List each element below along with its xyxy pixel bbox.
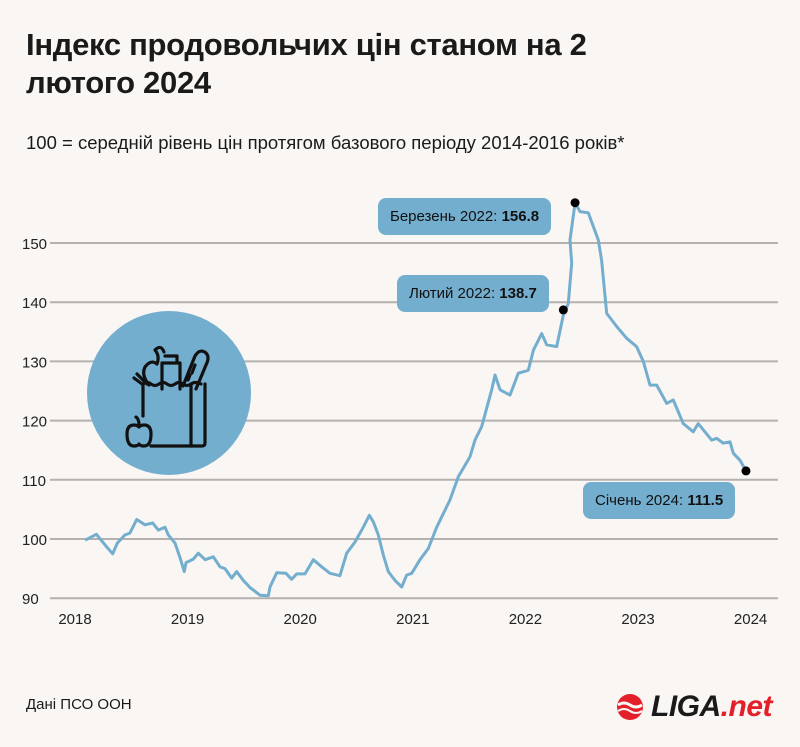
y-tick-label: 140: [22, 295, 47, 312]
callout-march-2022: Березень 2022: 156.8: [378, 198, 552, 235]
callout-value: 138.7: [499, 285, 537, 302]
callout-label: Березень 2022: [390, 208, 494, 225]
annotation-dot: [741, 466, 751, 476]
logo-suffix: .net: [720, 690, 773, 723]
callout-january-2024: Січень 2024: 111.5: [583, 482, 736, 519]
y-tick-label: 110: [22, 473, 46, 490]
x-tick-label: 2022: [509, 611, 542, 628]
x-tick-label: 2020: [284, 611, 317, 628]
callout-february-2022: Лютий 2022: 138.7: [397, 275, 549, 312]
y-tick-label: 90: [22, 591, 39, 608]
data-source: Дані ПСО ООН: [26, 696, 132, 713]
x-tick-label: 2018: [58, 611, 91, 628]
callout-label: Січень 2024: [595, 492, 679, 509]
y-tick-label: 150: [22, 236, 47, 253]
annotation-dot: [558, 305, 568, 315]
x-tick-label: 2023: [621, 611, 654, 628]
y-tick-label: 120: [22, 414, 47, 431]
liga-globe-icon: [617, 694, 643, 720]
liga-logo: LIGA.net: [615, 690, 773, 724]
y-tick-label: 130: [22, 354, 47, 371]
x-tick-label: 2024: [734, 611, 767, 628]
page-title: Індекс продовольчих цін станом на 2 люто…: [26, 27, 587, 100]
series-line: [84, 201, 748, 598]
callout-label: Лютий 2022: [409, 285, 491, 302]
callout-value: 156.8: [501, 208, 540, 225]
chart-subtitle: 100 = середній рівень цін протягом базов…: [26, 132, 625, 153]
y-tick-label: 100: [22, 532, 47, 549]
grocery-bag-icon: [87, 311, 251, 475]
logo-main: LIGA: [651, 690, 721, 723]
x-tick-label: 2019: [171, 611, 204, 628]
callout-value: 111.5: [687, 492, 724, 509]
annotation-dot: [570, 198, 580, 208]
x-tick-label: 2021: [396, 611, 429, 628]
